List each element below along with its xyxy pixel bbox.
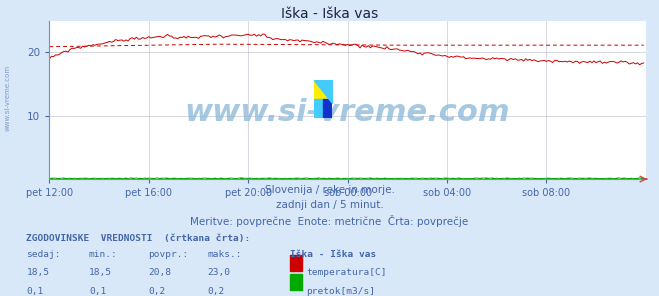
- Bar: [314, 99, 323, 118]
- Text: Iška - Iška vas: Iška - Iška vas: [281, 7, 378, 21]
- Text: ZGODOVINSKE  VREDNOSTI  (črtkana črta):: ZGODOVINSKE VREDNOSTI (črtkana črta):: [26, 234, 250, 243]
- Text: Slovenija / reke in morje.: Slovenija / reke in morje.: [264, 185, 395, 195]
- Text: 18,5: 18,5: [26, 268, 49, 277]
- Text: pretok[m3/s]: pretok[m3/s]: [306, 287, 376, 296]
- Text: 23,0: 23,0: [208, 268, 231, 277]
- Text: 20,8: 20,8: [148, 268, 171, 277]
- Text: www.si-vreme.com: www.si-vreme.com: [185, 98, 511, 127]
- Text: povpr.:: povpr.:: [148, 250, 188, 259]
- Text: zadnji dan / 5 minut.: zadnji dan / 5 minut.: [275, 200, 384, 210]
- Text: Iška - Iška vas: Iška - Iška vas: [290, 250, 376, 259]
- Text: 0,1: 0,1: [89, 287, 106, 296]
- Text: 0,2: 0,2: [208, 287, 225, 296]
- Bar: [314, 80, 332, 99]
- Text: 0,1: 0,1: [26, 287, 43, 296]
- Bar: [323, 99, 332, 118]
- Text: Meritve: povprečne  Enote: metrične  Črta: povprečje: Meritve: povprečne Enote: metrične Črta:…: [190, 215, 469, 227]
- Text: maks.:: maks.:: [208, 250, 242, 259]
- Text: min.:: min.:: [89, 250, 118, 259]
- Text: sedaj:: sedaj:: [26, 250, 61, 259]
- Text: temperatura[C]: temperatura[C]: [306, 268, 387, 277]
- Text: 18,5: 18,5: [89, 268, 112, 277]
- Text: 0,2: 0,2: [148, 287, 165, 296]
- Text: www.si-vreme.com: www.si-vreme.com: [5, 65, 11, 131]
